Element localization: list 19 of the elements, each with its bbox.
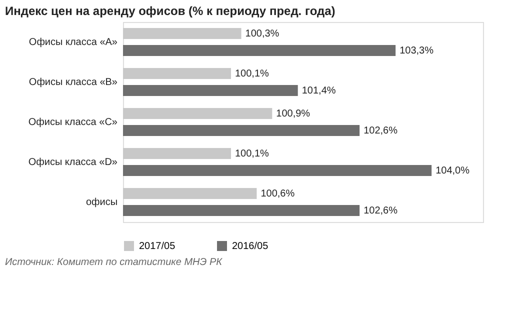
data-label: 100,1%	[235, 148, 270, 160]
y-tick-label: Офисы класса «D»	[28, 157, 118, 168]
legend-label: 2017/05	[139, 241, 176, 252]
chart-title: Индекс цен на аренду офисов (% к периоду пред. года)	[5, 4, 336, 18]
text: Источник: Комитет по статистике МНЭ РК	[5, 257, 224, 268]
y-tick-label: офисы	[86, 197, 118, 208]
data-label: 104,0%	[436, 165, 470, 176]
data-label: 102,6%	[364, 205, 398, 216]
legend-label: 2016/05	[232, 241, 269, 252]
data-label: 100,6%	[260, 188, 295, 200]
data-label: 101,4%	[302, 85, 336, 96]
data-label: 100,3%	[245, 28, 280, 40]
data-label: 100,9%	[276, 108, 310, 120]
data-label: 100,1%	[235, 68, 270, 80]
y-tick-label: Офисы класса «B»	[28, 77, 118, 88]
data-label: 102,6%	[364, 125, 398, 136]
data-label: 103,3%	[400, 45, 434, 56]
y-tick-label: Офисы класса «C»	[28, 117, 118, 128]
y-tick-label: Офисы класса «А»	[28, 37, 118, 48]
